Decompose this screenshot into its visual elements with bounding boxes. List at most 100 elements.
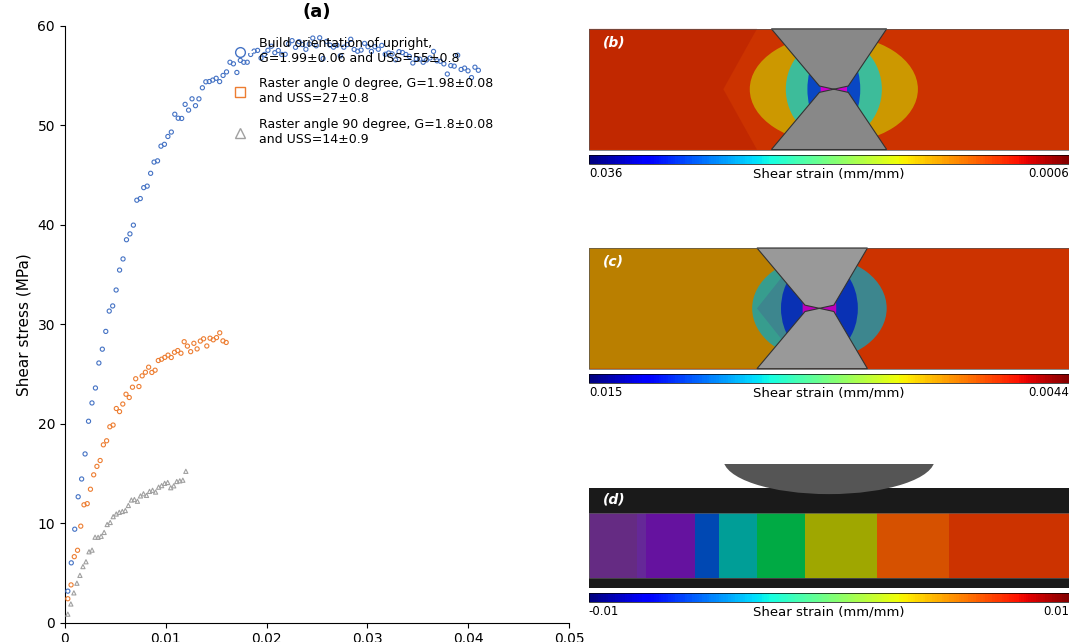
- Bar: [975, 374, 977, 383]
- Bar: [700, 374, 702, 383]
- Bar: [861, 374, 863, 383]
- Text: (d): (d): [604, 492, 626, 507]
- Bar: [771, 374, 773, 383]
- Point: [363, 46, 380, 56]
- Point: [194, 334, 212, 344]
- Bar: [700, 593, 702, 602]
- Bar: [896, 593, 899, 602]
- Point: [121, 229, 138, 239]
- Bar: [712, 155, 714, 164]
- Bar: [627, 593, 630, 602]
- Bar: [745, 374, 747, 383]
- Bar: [928, 155, 930, 164]
- Bar: [663, 155, 665, 164]
- Bar: [922, 593, 926, 602]
- Bar: [765, 374, 767, 383]
- Bar: [812, 374, 814, 383]
- Bar: [805, 513, 949, 578]
- Bar: [1045, 593, 1048, 602]
- Bar: [947, 155, 949, 164]
- Bar: [634, 155, 637, 164]
- Point: [228, 67, 245, 78]
- Bar: [877, 593, 879, 602]
- Point: [401, 51, 418, 62]
- Bar: [612, 155, 616, 164]
- Point: [147, 487, 164, 497]
- Legend: Build orientation of upright,
G=1.99±0.06 and USS=55±0.8, Raster angle 0 degree,: Build orientation of upright, G=1.99±0.0…: [222, 32, 498, 151]
- Bar: [839, 593, 841, 602]
- Point: [187, 101, 204, 111]
- Bar: [1009, 593, 1012, 602]
- Ellipse shape: [786, 38, 882, 141]
- Bar: [848, 374, 851, 383]
- Bar: [851, 374, 853, 383]
- Bar: [930, 155, 932, 164]
- Bar: [816, 374, 820, 383]
- Bar: [657, 593, 659, 602]
- Bar: [983, 374, 985, 383]
- Bar: [942, 593, 944, 602]
- Bar: [781, 374, 783, 383]
- Bar: [995, 374, 997, 383]
- Bar: [816, 155, 820, 164]
- Point: [150, 356, 167, 366]
- Bar: [865, 374, 867, 383]
- Point: [198, 341, 215, 351]
- Bar: [704, 593, 706, 602]
- Bar: [993, 593, 995, 602]
- Bar: [759, 593, 761, 602]
- Point: [207, 333, 225, 343]
- Point: [463, 73, 481, 83]
- Point: [102, 517, 119, 528]
- Bar: [642, 155, 644, 164]
- Bar: [606, 374, 608, 383]
- Point: [259, 45, 276, 55]
- Bar: [791, 374, 793, 383]
- Bar: [1009, 155, 1012, 164]
- Bar: [783, 374, 786, 383]
- Bar: [843, 374, 846, 383]
- Bar: [618, 155, 620, 164]
- Bar: [855, 593, 858, 602]
- Point: [144, 367, 161, 377]
- Bar: [793, 155, 795, 164]
- Bar: [702, 593, 704, 602]
- Bar: [694, 374, 697, 383]
- Bar: [906, 374, 908, 383]
- Bar: [966, 155, 969, 164]
- Bar: [1030, 593, 1034, 602]
- Point: [63, 580, 80, 590]
- Bar: [1016, 155, 1018, 164]
- Point: [92, 455, 109, 465]
- Bar: [812, 593, 814, 602]
- Point: [467, 62, 484, 73]
- Bar: [1026, 593, 1028, 602]
- Point: [95, 527, 112, 537]
- Bar: [659, 593, 661, 602]
- Bar: [750, 155, 752, 164]
- Bar: [873, 155, 875, 164]
- Bar: [777, 155, 779, 164]
- Bar: [730, 374, 733, 383]
- Point: [100, 306, 118, 317]
- Bar: [995, 155, 997, 164]
- Point: [322, 40, 339, 50]
- Circle shape: [724, 424, 934, 494]
- Bar: [630, 374, 632, 383]
- Bar: [1007, 155, 1009, 164]
- Bar: [608, 155, 610, 164]
- Bar: [589, 155, 1069, 164]
- Bar: [680, 593, 683, 602]
- Bar: [687, 155, 690, 164]
- Ellipse shape: [752, 257, 887, 360]
- Bar: [1040, 593, 1043, 602]
- Bar: [1018, 374, 1022, 383]
- Point: [79, 499, 96, 509]
- Bar: [708, 593, 712, 602]
- Bar: [937, 374, 940, 383]
- Bar: [752, 374, 755, 383]
- Polygon shape: [771, 29, 887, 150]
- Bar: [752, 155, 755, 164]
- Bar: [647, 374, 649, 383]
- Bar: [738, 155, 740, 164]
